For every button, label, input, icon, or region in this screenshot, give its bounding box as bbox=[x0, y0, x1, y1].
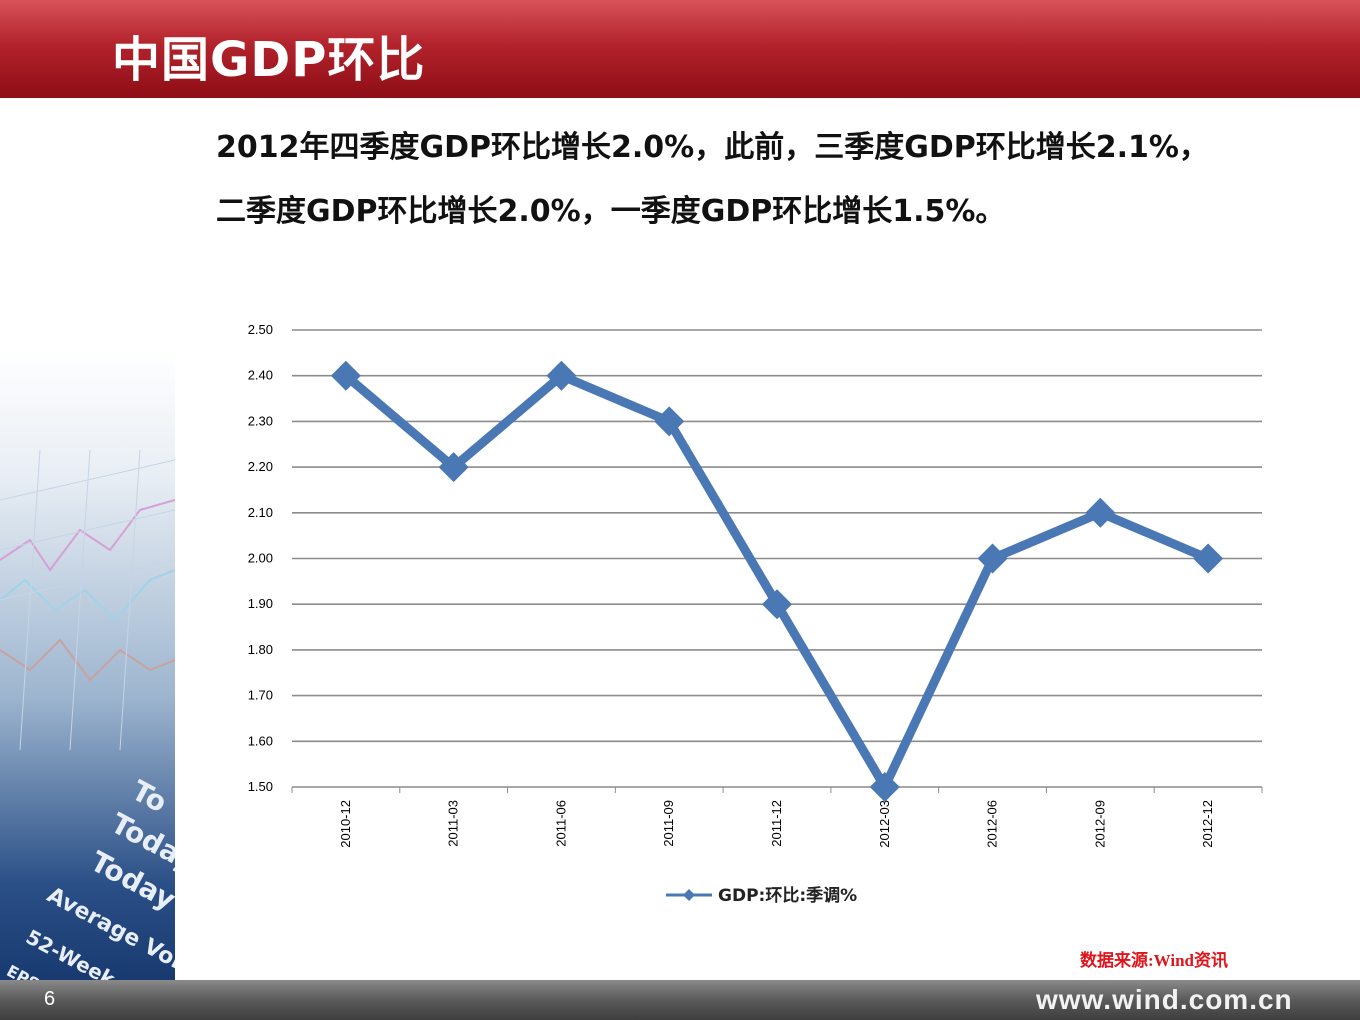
data-point-marker bbox=[977, 543, 1008, 574]
website-url: www.wind.com.cn bbox=[1036, 984, 1293, 1015]
x-tick-label: 2011-12 bbox=[769, 800, 784, 847]
title-bar bbox=[0, 0, 1360, 98]
data-point-marker bbox=[438, 452, 469, 483]
y-tick-label: 2.30 bbox=[248, 413, 273, 428]
x-tick-label: 2011-03 bbox=[446, 800, 461, 847]
y-tick-label: 2.00 bbox=[248, 551, 273, 566]
y-tick-label: 1.80 bbox=[248, 642, 273, 657]
x-tick-label: 2011-06 bbox=[553, 800, 568, 847]
y-tick-label: 1.70 bbox=[248, 688, 273, 703]
footer-bar bbox=[0, 980, 1360, 1020]
x-tick-label: 2012-09 bbox=[1092, 800, 1107, 848]
y-tick-label: 2.20 bbox=[248, 459, 273, 474]
decorative-stock-image: To Today Today's Average Vol 52-Week EPS bbox=[0, 350, 175, 980]
y-tick-label: 2.10 bbox=[248, 505, 273, 520]
y-tick-label: 1.50 bbox=[248, 779, 273, 794]
data-point-marker bbox=[1193, 543, 1224, 574]
data-point-marker bbox=[654, 406, 685, 437]
data-point-marker bbox=[869, 772, 900, 802]
x-tick-label: 2012-03 bbox=[877, 800, 892, 848]
y-tick-label: 1.60 bbox=[248, 733, 273, 748]
data-point-marker bbox=[330, 360, 361, 391]
page-number: 6 bbox=[44, 988, 56, 1010]
data-source-note: 数据来源:Wind资讯 bbox=[1080, 951, 1228, 970]
data-point-marker bbox=[1085, 497, 1116, 528]
slide-description: 2012年四季度GDP环比增长2.0%，此前，三季度GDP环比增长2.1%，二季… bbox=[216, 130, 1209, 229]
y-tick-label: 1.90 bbox=[248, 596, 273, 611]
x-tick-label: 2012-12 bbox=[1200, 800, 1215, 848]
x-tick-label: 2012-06 bbox=[985, 800, 1000, 848]
series-line bbox=[342, 371, 1210, 792]
slide-title: 中国GDP环比 bbox=[112, 32, 426, 88]
legend-marker bbox=[683, 889, 695, 901]
x-tick-label: 2011-09 bbox=[661, 800, 676, 847]
y-tick-label: 2.50 bbox=[248, 322, 273, 337]
legend-label: GDP:环比:季调% bbox=[718, 885, 857, 906]
x-tick-label: 2010-12 bbox=[338, 800, 353, 848]
data-point-marker bbox=[546, 360, 577, 391]
decorative-chart-lines bbox=[0, 449, 175, 751]
data-point-marker bbox=[762, 589, 792, 620]
y-tick-label: 2.40 bbox=[248, 368, 273, 383]
